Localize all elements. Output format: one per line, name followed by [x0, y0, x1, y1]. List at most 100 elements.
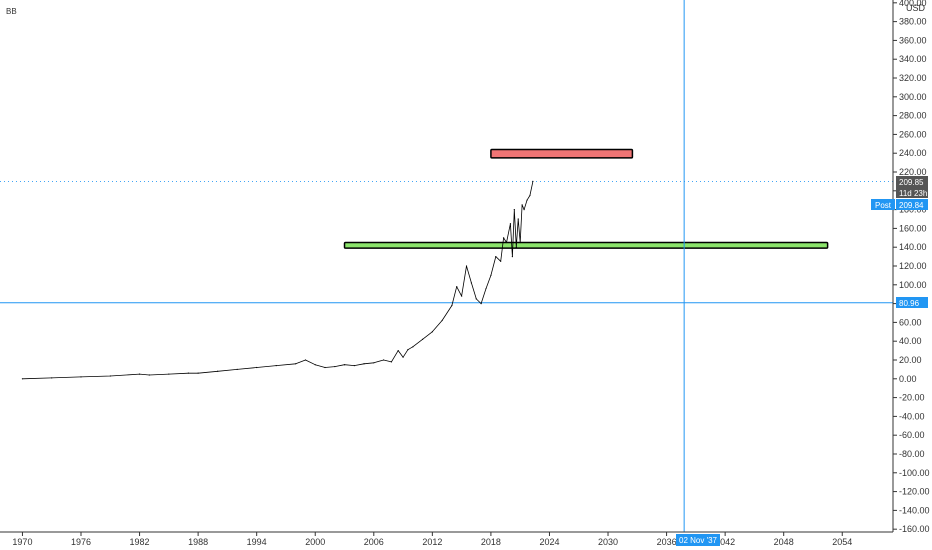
- y-tick-label: -80.00: [899, 449, 925, 459]
- last-price-tag: [896, 176, 928, 187]
- x-tick-label: 2018: [481, 537, 501, 547]
- price-point: [505, 241, 508, 244]
- price-point: [168, 373, 170, 375]
- y-tick-label: 120.00: [899, 261, 927, 271]
- symbol-label: BB: [6, 7, 17, 16]
- x-tick-label: 2012: [422, 537, 442, 547]
- price-point: [500, 260, 502, 262]
- y-tick-label: 60.00: [899, 317, 922, 327]
- price-point: [529, 194, 531, 197]
- crosshair-time-label: 02 Nov '37: [679, 536, 718, 545]
- y-tick-label: 0.00: [899, 374, 917, 384]
- price-point: [480, 302, 482, 305]
- y-tick-label: 240.00: [899, 148, 927, 158]
- price-point: [515, 246, 517, 248]
- price-point: [21, 378, 24, 380]
- x-tick-label: 2048: [774, 537, 794, 547]
- y-tick-label: 100.00: [899, 280, 927, 290]
- x-tick-label: 1988: [188, 537, 208, 547]
- y-tick-label: -120.00: [899, 487, 930, 497]
- post-price-tag: [896, 199, 928, 210]
- price-point: [373, 362, 375, 364]
- price-series-line: [22, 181, 534, 380]
- price-point: [475, 298, 477, 300]
- price-point: [465, 265, 468, 267]
- y-tick-label: -160.00: [899, 524, 930, 534]
- price-point: [382, 359, 385, 361]
- y-tick-label: 40.00: [899, 336, 922, 346]
- price-point: [407, 349, 409, 351]
- currency-label: USD: [906, 3, 926, 13]
- y-tick-label: -140.00: [899, 505, 930, 515]
- drawing-layer[interactable]: [343, 148, 829, 249]
- price-point: [343, 364, 346, 366]
- price-point: [314, 364, 316, 366]
- series-layer: [21, 180, 534, 380]
- price-point: [51, 377, 53, 379]
- x-tick-label: 1994: [247, 537, 267, 547]
- y-tick-label: 160.00: [899, 223, 927, 233]
- price-point: [421, 338, 424, 340]
- price-point: [526, 199, 528, 201]
- price-point: [138, 373, 141, 375]
- y-tick-label: -60.00: [899, 430, 925, 440]
- y-tick-label: 320.00: [899, 73, 927, 83]
- price-point: [412, 346, 414, 348]
- price-point: [402, 356, 404, 358]
- price-point: [441, 319, 443, 322]
- post-badge: [871, 199, 895, 210]
- last-price-label: 209.85: [899, 178, 924, 187]
- crosshair-price-tag: [896, 297, 928, 308]
- price-point: [363, 363, 365, 365]
- x-tick-label: 2000: [305, 537, 325, 547]
- y-tick-label: 280.00: [899, 111, 927, 121]
- price-point: [519, 241, 521, 244]
- price-point: [324, 366, 326, 369]
- price-point: [495, 256, 497, 258]
- price-point: [456, 286, 458, 288]
- price-point: [109, 375, 111, 377]
- price-point: [532, 180, 534, 183]
- y-tick-label: 340.00: [899, 54, 927, 64]
- crosshair-price-label: 80.96: [899, 299, 920, 308]
- price-point: [511, 256, 513, 258]
- price-point: [353, 365, 355, 367]
- countdown-label: 11d 23h: [899, 189, 927, 198]
- y-tick-label: 260.00: [899, 129, 927, 139]
- y-tick-label: 140.00: [899, 242, 927, 252]
- support-zone: [343, 241, 829, 249]
- y-tick-label: 20.00: [899, 355, 922, 365]
- price-point: [217, 370, 219, 372]
- price-point: [275, 365, 277, 367]
- price-point: [470, 282, 472, 284]
- x-tick-label: 2024: [539, 537, 559, 547]
- y-tick-label: -100.00: [899, 468, 930, 478]
- time-axis[interactable]: 1970 1976 1982 1988 1994 2000 2006 2012 2018 2024…: [12, 532, 852, 547]
- y-tick-label: -40.00: [899, 411, 925, 421]
- post-price-label: 209.84: [899, 201, 924, 210]
- post-label: Post: [875, 201, 892, 210]
- price-point: [523, 209, 525, 211]
- resistance-zone: [490, 148, 634, 159]
- price-point: [521, 204, 523, 206]
- price-point: [451, 304, 453, 307]
- price-point: [461, 295, 463, 297]
- x-tick-label: 1976: [71, 537, 91, 547]
- price-point: [485, 287, 487, 290]
- x-tick-label: 2030: [598, 537, 618, 547]
- y-tick-label: -20.00: [899, 393, 925, 403]
- price-point: [334, 365, 336, 368]
- price-tags: 209.85 11d 23h Post 209.84 80.96 02 Nov …: [676, 176, 928, 546]
- price-point: [513, 209, 515, 211]
- x-tick-label: 2006: [364, 537, 384, 547]
- x-tick-label: 1970: [12, 537, 32, 547]
- price-axis[interactable]: 400.00 380.00 360.00 340.00 320.00 300.00 280.…: [893, 0, 930, 534]
- y-tick-label: 400.00: [899, 0, 927, 8]
- countdown-tag: [896, 187, 928, 198]
- price-point: [397, 349, 399, 352]
- y-tick-label: 220.00: [899, 167, 927, 177]
- price-point: [502, 237, 505, 239]
- y-tick-label: 380.00: [899, 17, 927, 27]
- price-point: [187, 372, 189, 374]
